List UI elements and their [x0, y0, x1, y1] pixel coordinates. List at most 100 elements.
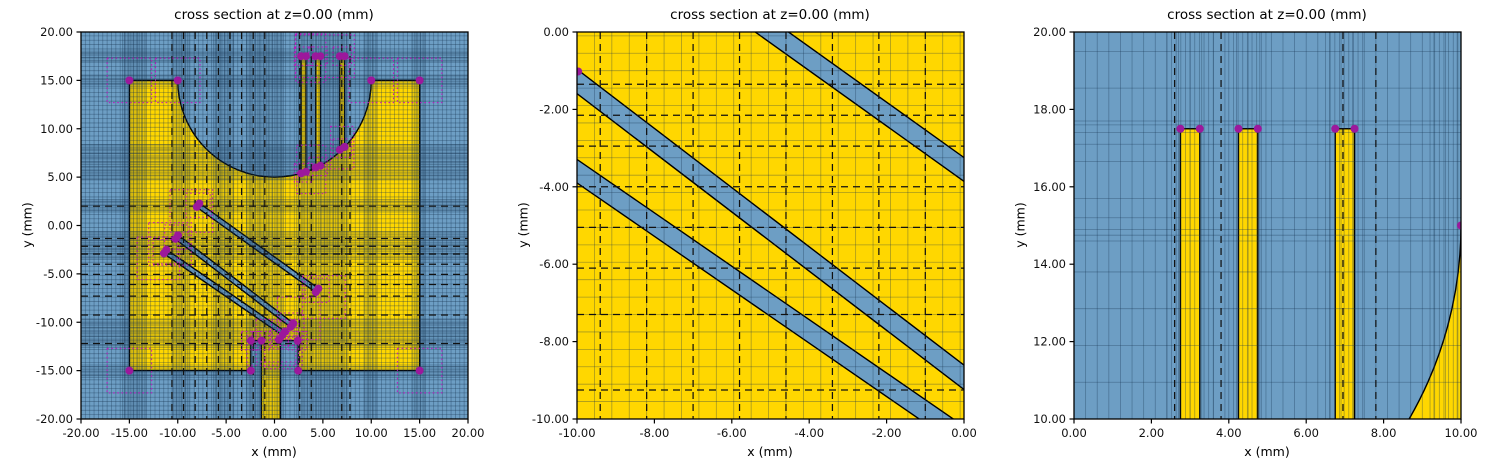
mesh-grid	[81, 32, 468, 419]
dashed-slice-lines	[81, 32, 468, 419]
panel-3-y-axis-label: y (mm)	[1012, 202, 1028, 248]
vertex-bounding-box	[332, 138, 352, 158]
y-tick-label: -15.00	[36, 364, 73, 378]
vertex-dot	[415, 76, 424, 85]
y-tick-label: -20.00	[36, 412, 73, 426]
vertex-dots	[125, 52, 424, 375]
vertex-dot	[294, 366, 303, 375]
vertex-dot	[564, 81, 572, 89]
vertex-dot	[1253, 124, 1262, 133]
x-tick-label: -10.00	[159, 426, 196, 440]
mesh-grid	[1074, 32, 1461, 419]
slot-region	[754, 32, 964, 183]
vertex-bounding-box	[308, 156, 328, 177]
y-tick-label: -6.00	[539, 257, 569, 271]
panel-1-x-axis-label: x (mm)	[251, 444, 297, 459]
y-tick-label: 5.00	[47, 170, 73, 184]
x-tick-label: -20.00	[62, 426, 99, 440]
feature-bounding-boxes	[106, 33, 443, 394]
panel-1-y-axis-label: y (mm)	[19, 202, 35, 248]
vertex-dot	[1234, 124, 1243, 133]
y-tick-label: 18.00	[1033, 102, 1066, 116]
vertex-bounding-box	[330, 125, 355, 170]
vertex-bounding-box	[271, 320, 297, 346]
y-tick-label: -10.00	[36, 315, 73, 329]
axis-ticks-and-labels: 0.00 2.00 4.00 6.00 8.00 10.00 10.00 12.00 14.00…	[1033, 25, 1477, 440]
vertex-bounding-box	[264, 339, 297, 370]
vertex-bounding-box	[396, 347, 443, 394]
dashed-slice-lines	[577, 32, 964, 419]
y-tick-label: 16.00	[1033, 180, 1066, 194]
vertex-bounding-box	[106, 57, 153, 104]
y-tick-label: -4.00	[539, 180, 569, 194]
vertex-dot	[274, 335, 283, 344]
vertex-bounding-box	[396, 57, 443, 104]
y-tick-label: 0.00	[543, 25, 569, 39]
axis-ticks-and-labels: -20.00 -15.00 -10.00 -5.00 0.00 5.00 10.00 15.0…	[36, 25, 485, 440]
vertex-dot	[301, 52, 310, 61]
y-tick-label: 10.00	[1033, 412, 1066, 426]
vertex-bounding-box	[154, 57, 201, 104]
plot-area	[564, 32, 964, 419]
vertex-dot	[257, 336, 266, 345]
x-tick-label: -6.00	[717, 426, 747, 440]
vertex-dot	[367, 76, 376, 85]
vertex-dot	[340, 52, 349, 61]
panel-3-canvas: 0.00 2.00 4.00 6.00 8.00 10.00 10.00 12.00 14.00…	[1033, 25, 1477, 440]
axes-frame	[1073, 31, 1462, 420]
plot-area	[1074, 32, 1461, 419]
axes-frame	[576, 31, 965, 420]
vertex-dot	[246, 366, 255, 375]
vertex-dot	[415, 366, 424, 375]
slot-region	[577, 68, 964, 391]
vertex-bounding-box	[152, 239, 178, 265]
y-tick-label: 10.00	[40, 122, 73, 136]
panel-2-title: cross section at z=0.00 (mm)	[670, 7, 870, 23]
y-tick-label: 12.00	[1033, 335, 1066, 349]
vertex-bounding-box	[296, 144, 327, 195]
panel-2-x-axis-label: x (mm)	[747, 444, 793, 459]
vertex-dot	[1176, 124, 1185, 133]
x-tick-label: 20.00	[452, 426, 485, 440]
plot-background	[1074, 32, 1461, 419]
vertex-dot	[159, 249, 168, 258]
vertex-dot	[1457, 221, 1461, 230]
vertex-dot	[293, 336, 302, 345]
vertex-dots	[564, 67, 583, 89]
x-tick-label: -2.00	[872, 426, 902, 440]
y-tick-label: -2.00	[539, 102, 569, 116]
panel-2-canvas: -10.00 -8.00 -6.00 -4.00 -2.00 0.00 -10.00 -8.0…	[532, 25, 977, 440]
vertex-bounding-box	[348, 57, 395, 104]
x-tick-label: 0.00	[262, 426, 288, 440]
pin-region	[1237, 128, 1259, 419]
panel-3-x-axis-label: x (mm)	[1244, 444, 1290, 459]
vertex-dot	[125, 76, 134, 85]
panel-2: -10.00 -8.00 -6.00 -4.00 -2.00 0.00 -10.00 -8.0…	[496, 0, 992, 472]
vertex-dot	[246, 336, 255, 345]
vertex-dot	[173, 76, 182, 85]
y-tick-label: 0.00	[47, 219, 73, 233]
y-tick-label: 14.00	[1033, 257, 1066, 271]
x-tick-label: -10.00	[558, 426, 595, 440]
vertex-bounding-box	[295, 33, 327, 83]
y-tick-label: 20.00	[1033, 25, 1066, 39]
vertex-bounding-box	[185, 192, 211, 218]
geometry-regions	[577, 32, 964, 419]
x-tick-label: -15.00	[111, 426, 148, 440]
y-tick-label: -8.00	[539, 335, 569, 349]
vertex-dots	[1176, 124, 1461, 230]
vertex-bounding-box	[293, 163, 314, 183]
plot-area	[81, 32, 468, 419]
x-tick-label: 5.00	[310, 426, 336, 440]
x-tick-label: 0.00	[951, 426, 977, 440]
panel-1-canvas: -20.00 -15.00 -10.00 -5.00 0.00 5.00 10.00 15.0…	[36, 25, 485, 440]
panel-1-title: cross section at z=0.00 (mm)	[174, 7, 374, 23]
dashed-slice-lines	[1173, 32, 1377, 419]
vertex-dot	[192, 202, 201, 211]
pin-region	[1334, 128, 1356, 419]
vertex-bounding-box	[288, 330, 308, 351]
vertex-dot	[125, 366, 134, 375]
vertex-bounding-box	[293, 46, 314, 66]
x-tick-label: 0.00	[1061, 426, 1087, 440]
geometry-regions	[1179, 128, 1461, 419]
